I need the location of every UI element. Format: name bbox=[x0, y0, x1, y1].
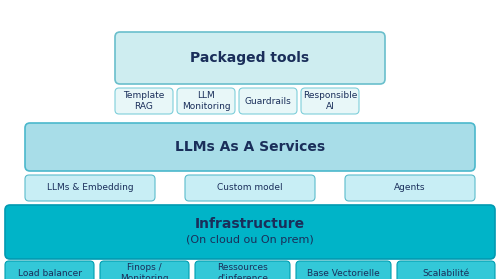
Text: Finops /
Monitoring: Finops / Monitoring bbox=[120, 263, 169, 279]
FancyBboxPatch shape bbox=[301, 88, 359, 114]
FancyBboxPatch shape bbox=[345, 175, 475, 201]
FancyBboxPatch shape bbox=[397, 261, 495, 279]
Text: LLM
Monitoring: LLM Monitoring bbox=[182, 91, 230, 111]
Text: Infrastructure: Infrastructure bbox=[195, 217, 305, 231]
FancyBboxPatch shape bbox=[115, 88, 173, 114]
FancyBboxPatch shape bbox=[25, 123, 475, 171]
Text: LLMs & Embedding: LLMs & Embedding bbox=[46, 184, 134, 193]
Text: Scalabilité: Scalabilité bbox=[422, 268, 470, 278]
FancyBboxPatch shape bbox=[296, 261, 391, 279]
Text: Packaged tools: Packaged tools bbox=[190, 51, 310, 65]
FancyBboxPatch shape bbox=[25, 175, 155, 201]
FancyBboxPatch shape bbox=[185, 175, 315, 201]
FancyBboxPatch shape bbox=[195, 261, 290, 279]
Text: Agents: Agents bbox=[394, 184, 426, 193]
Text: Custom model: Custom model bbox=[217, 184, 283, 193]
FancyBboxPatch shape bbox=[115, 32, 385, 84]
FancyBboxPatch shape bbox=[5, 205, 495, 259]
Text: Template
RAG: Template RAG bbox=[124, 91, 164, 111]
Text: Ressources
d'inference: Ressources d'inference bbox=[217, 263, 268, 279]
FancyBboxPatch shape bbox=[5, 261, 94, 279]
Text: LLMs As A Services: LLMs As A Services bbox=[175, 140, 325, 154]
Text: Guardrails: Guardrails bbox=[244, 97, 292, 105]
FancyBboxPatch shape bbox=[100, 261, 189, 279]
Text: Base Vectorielle: Base Vectorielle bbox=[307, 268, 380, 278]
Text: Responsible
AI: Responsible AI bbox=[303, 91, 357, 111]
Text: Load balancer: Load balancer bbox=[18, 268, 82, 278]
FancyBboxPatch shape bbox=[239, 88, 297, 114]
FancyBboxPatch shape bbox=[177, 88, 235, 114]
Text: (On cloud ou On prem): (On cloud ou On prem) bbox=[186, 235, 314, 245]
